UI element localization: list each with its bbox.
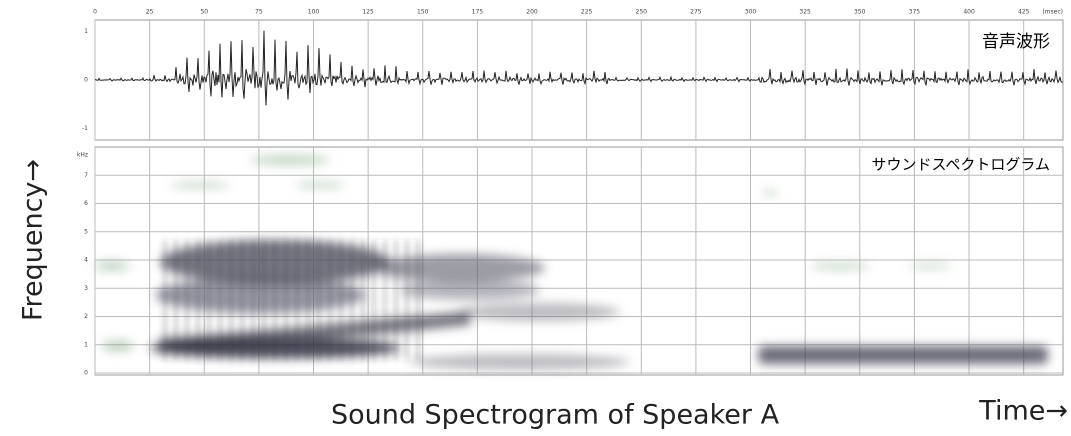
y-axis-label: Frequency→	[18, 159, 49, 321]
x-tick-label: 425	[1018, 9, 1030, 16]
waveform-label: 音声波形	[982, 32, 1050, 52]
x-tick-label: 175	[472, 9, 484, 16]
energy-blob	[375, 254, 545, 282]
y-tick-label: 1	[84, 28, 88, 35]
x-tick-label: 25	[146, 9, 154, 16]
x-tick-label: 400	[963, 9, 975, 16]
energy-blob	[400, 280, 540, 300]
x-tick-label: 125	[362, 9, 374, 16]
y-tick-label: 6	[84, 200, 88, 207]
y-tick-label: 5	[84, 228, 88, 235]
energy-blob	[102, 340, 134, 352]
energy-blob	[410, 354, 630, 370]
x-tick-label: 300	[745, 9, 757, 16]
x-tick-label: 275	[690, 9, 702, 16]
y-tick-label: 2	[84, 313, 88, 320]
x-tick-label: 0	[93, 9, 97, 16]
energy-blob	[250, 154, 330, 166]
energy-blob	[295, 181, 345, 189]
y-tick-label: 3	[84, 285, 88, 292]
y-tick-label: 4	[84, 257, 88, 264]
caption: Sound Spectrogram of Speaker A	[331, 400, 780, 431]
x-tick-label: 250	[636, 9, 648, 16]
x-tick-label: 325	[799, 9, 811, 16]
y-tick-label: 7	[84, 172, 88, 179]
energy-blob	[810, 262, 870, 270]
x-tick-label: 50	[200, 9, 208, 16]
x-tick-label: 150	[417, 9, 429, 16]
energy-blob	[170, 181, 230, 189]
energy-blob	[762, 190, 778, 196]
x-tick-label: 200	[526, 9, 538, 16]
x-tick-label: 100	[308, 9, 320, 16]
x-tick-label: 75	[255, 9, 263, 16]
x-axis-label: Time→	[978, 396, 1068, 427]
spectrogram-label: サウンドスペクトログラム	[871, 156, 1050, 174]
energy-blob	[460, 303, 620, 321]
energy-band	[758, 346, 1048, 364]
spectrogram-striations	[163, 240, 420, 360]
x-tick-label: 375	[909, 9, 921, 16]
y-tick-label: 1	[84, 341, 88, 348]
y-tick-label: 0	[84, 77, 88, 84]
y-tick-label: 0	[84, 370, 88, 377]
y-tick-label: -1	[82, 125, 88, 132]
energy-blob	[908, 263, 952, 269]
unit-label: kHz	[77, 152, 88, 159]
time-unit-label: (msec)	[1042, 9, 1063, 16]
x-tick-label: 225	[581, 9, 593, 16]
x-tick-label: 350	[854, 9, 866, 16]
waveform-trace	[94, 30, 1064, 106]
energy-blob	[94, 261, 130, 271]
